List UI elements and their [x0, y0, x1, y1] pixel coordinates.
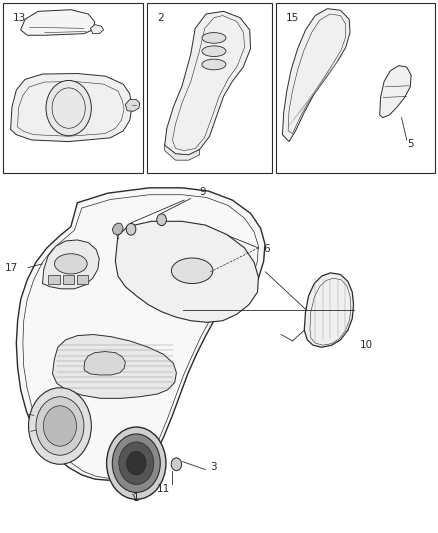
Polygon shape — [11, 74, 132, 142]
Polygon shape — [165, 11, 251, 155]
Text: 5: 5 — [408, 139, 414, 149]
Ellipse shape — [202, 59, 226, 70]
Bar — [3, 3, 143, 173]
Polygon shape — [380, 66, 411, 118]
Text: 9: 9 — [199, 187, 206, 197]
Polygon shape — [165, 146, 200, 160]
Polygon shape — [42, 240, 99, 289]
Polygon shape — [21, 10, 95, 35]
Text: 15: 15 — [286, 13, 299, 23]
Text: 1: 1 — [133, 492, 140, 503]
Circle shape — [28, 387, 92, 464]
Text: 6: 6 — [263, 245, 269, 254]
Polygon shape — [112, 223, 123, 235]
Text: 2: 2 — [157, 13, 163, 23]
Polygon shape — [304, 273, 353, 348]
Bar — [276, 3, 435, 173]
Circle shape — [119, 442, 154, 484]
Ellipse shape — [171, 258, 213, 284]
Circle shape — [36, 397, 84, 455]
Circle shape — [112, 434, 160, 492]
Ellipse shape — [202, 46, 226, 56]
Ellipse shape — [202, 33, 226, 43]
Bar — [48, 275, 60, 284]
Polygon shape — [84, 352, 125, 375]
Text: 10: 10 — [360, 340, 373, 350]
Bar — [147, 3, 272, 173]
Bar — [63, 275, 74, 284]
Polygon shape — [91, 25, 103, 34]
Text: 17: 17 — [4, 263, 18, 272]
Circle shape — [126, 223, 136, 235]
Circle shape — [43, 406, 77, 446]
Circle shape — [106, 427, 166, 499]
Text: 13: 13 — [13, 13, 26, 23]
Polygon shape — [283, 9, 350, 142]
Circle shape — [171, 458, 182, 471]
Text: 11: 11 — [157, 484, 170, 494]
Bar — [77, 275, 88, 284]
Text: 3: 3 — [210, 463, 217, 472]
Circle shape — [46, 80, 92, 136]
Polygon shape — [125, 100, 140, 111]
Ellipse shape — [54, 254, 87, 274]
Polygon shape — [115, 221, 258, 322]
Circle shape — [157, 214, 166, 225]
Polygon shape — [16, 188, 265, 480]
Polygon shape — [53, 335, 177, 398]
Circle shape — [127, 451, 146, 475]
